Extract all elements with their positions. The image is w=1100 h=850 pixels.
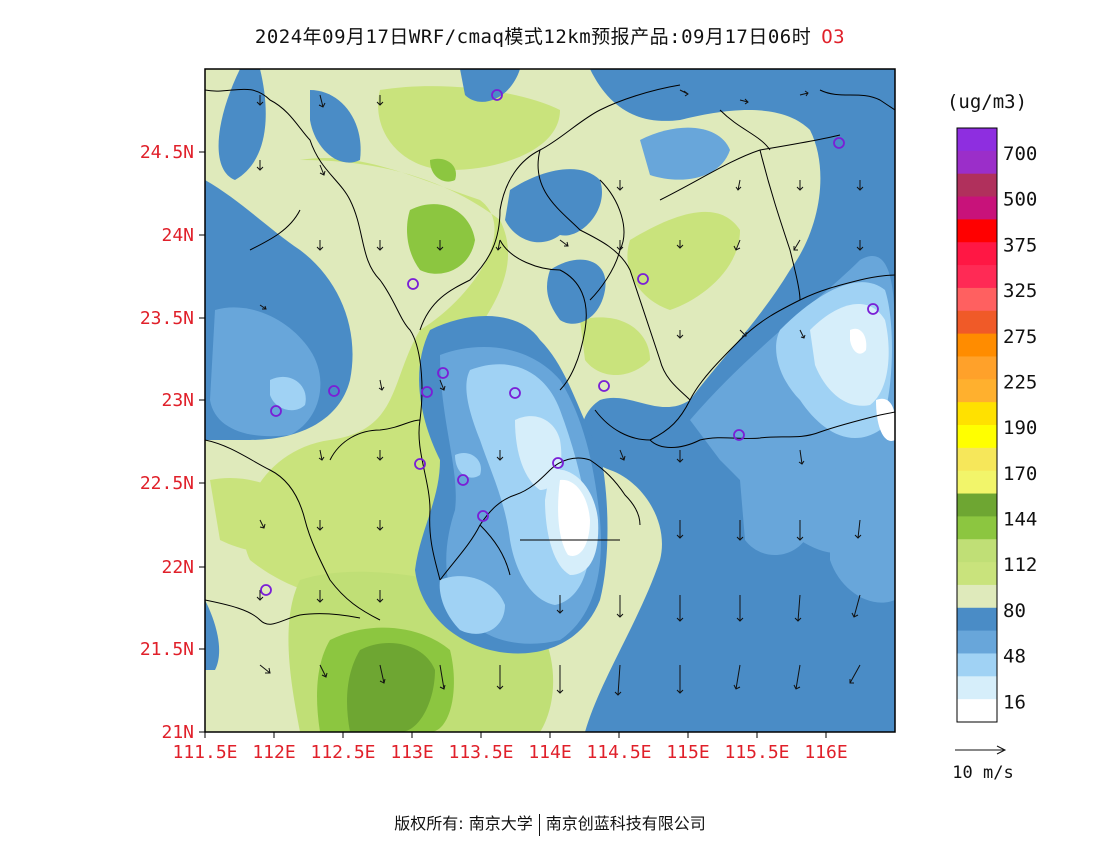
lat-tick-labels: 24.5N 24N 23.5N 23N 22.5N 22N 21.5N 21N [140, 142, 194, 743]
colorbar-segment [957, 562, 997, 586]
footer-left: 版权所有: 南京大学 [394, 814, 533, 833]
colorbar-segment [957, 425, 997, 449]
lat-label: 21N [161, 722, 194, 743]
lat-label: 24.5N [140, 142, 194, 163]
colorbar-segment [957, 356, 997, 380]
lon-tick-labels: 111.5E 112E 112.5E 113E 113.5E 114E 114.… [172, 742, 847, 763]
colorbar [956, 127, 998, 723]
lon-label: 111.5E [172, 742, 237, 763]
colorbar-unit: (ug/m3) [947, 91, 1027, 113]
colorbar-tick-label: 325 [1003, 280, 1037, 302]
colorbar-segment [957, 630, 997, 654]
station-markers [260, 89, 879, 596]
wind-legend: 10 m/s [952, 745, 1014, 783]
lon-label: 113E [390, 742, 433, 763]
colorbar-labels: 700 500 375 325 275 225 190 170 144 112 80 48 16 [1003, 143, 1037, 713]
lon-label: 116E [804, 742, 847, 763]
colorbar-tick-label: 112 [1003, 554, 1037, 576]
colorbar-segment [957, 699, 997, 723]
axis-ticks [199, 151, 827, 738]
lat-label: 24N [161, 225, 194, 246]
colorbar-tick-label: 16 [1003, 691, 1026, 713]
lon-label: 112.5E [310, 742, 375, 763]
title-text: 2024年09月17日WRF/cmaq模式12km预报产品:09月17日06时 [254, 26, 812, 48]
colorbar-segment [957, 150, 997, 175]
footer-right: 南京创蓝科技有限公司 [545, 814, 706, 833]
colorbar-tick-label: 144 [1003, 509, 1037, 531]
colorbar-segment [957, 447, 997, 472]
colorbar-tick-label: 375 [1003, 234, 1037, 256]
footer: 版权所有: 南京大学 南京创蓝科技有限公司 [0, 810, 1100, 836]
colorbar-segment [957, 287, 997, 312]
page-title: 2024年09月17日WRF/cmaq模式12km预报产品:09月17日06时 O… [0, 22, 1100, 49]
colorbar-segment [957, 470, 997, 495]
colorbar-segment [957, 310, 997, 335]
colorbar-segment [957, 516, 997, 540]
colorbar-segment [957, 219, 997, 243]
colorbar-segment [957, 173, 997, 198]
colorbar-frame [956, 127, 998, 723]
lat-label: 23.5N [140, 308, 194, 329]
footer-separator [538, 813, 540, 836]
colorbar-segment [957, 584, 997, 609]
colorbar-segment [957, 402, 997, 426]
lon-label: 115.5E [724, 742, 789, 763]
lat-label: 21.5N [140, 639, 194, 660]
lon-label: 115E [666, 742, 709, 763]
boundaries [205, 84, 895, 625]
colorbar-tick-label: 48 [1003, 646, 1026, 668]
colorbar-segment [957, 493, 997, 517]
colorbar-segment [957, 265, 997, 289]
colorbar-tick-label: 80 [1003, 600, 1026, 622]
colorbar-segment [957, 333, 997, 357]
colorbar-segment [957, 653, 997, 677]
colorbar-tick-label: 500 [1003, 189, 1037, 211]
colorbar-tick-label: 170 [1003, 463, 1037, 485]
colorbar-tick-label: 275 [1003, 326, 1037, 348]
wind-legend-label: 10 m/s [952, 763, 1013, 783]
colorbar-segment [957, 539, 997, 563]
lat-label: 22N [161, 557, 194, 578]
colorbar-segment [957, 196, 997, 220]
lon-label: 112E [252, 742, 295, 763]
lon-label: 113.5E [448, 742, 513, 763]
colorbar-segment [957, 242, 997, 266]
colorbar-segment [957, 607, 997, 632]
lat-label: 23N [161, 390, 194, 411]
lon-label: 114.5E [586, 742, 651, 763]
lat-label: 22.5N [140, 473, 194, 494]
species-label: O3 [821, 26, 846, 48]
wind-vectors [256, 89, 864, 696]
colorbar-tick-label: 700 [1003, 143, 1037, 165]
colorbar-segment [957, 676, 997, 700]
lon-label: 114E [528, 742, 571, 763]
colorbar-tick-label: 190 [1003, 417, 1037, 439]
colorbar-segment [957, 128, 997, 152]
colorbar-segment [957, 379, 997, 403]
colorbar-tick-label: 225 [1003, 371, 1037, 393]
ozone-field [205, 69, 895, 732]
